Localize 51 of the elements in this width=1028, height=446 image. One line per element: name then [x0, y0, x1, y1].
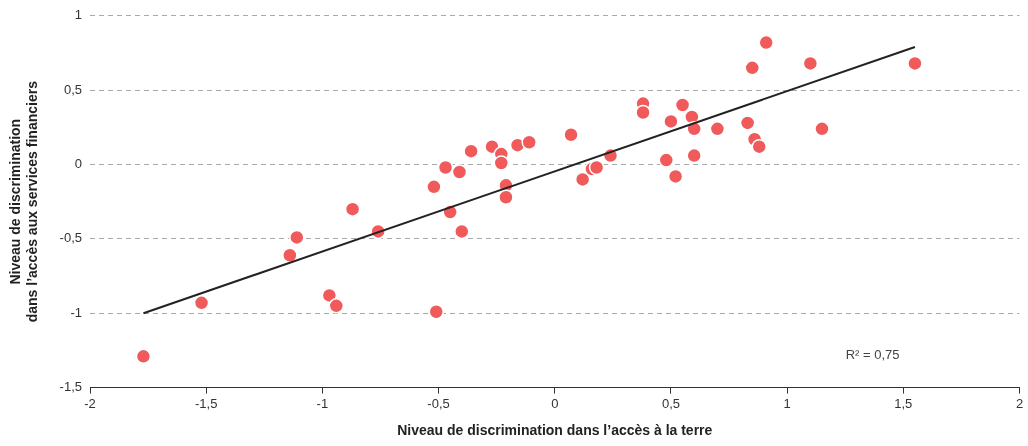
x-tick-label: 1 — [783, 395, 791, 411]
point — [758, 34, 774, 51]
y-tick-label: 0,5 — [63, 81, 82, 97]
point — [193, 295, 210, 311]
x-tick-label: 2 — [1015, 395, 1024, 411]
y-axis-title: Niveau de discrimination dans l’accès aux services financiers — [7, 80, 41, 323]
point — [814, 121, 830, 137]
point — [451, 164, 468, 180]
point — [463, 143, 479, 159]
y-tick-label: -0,5 — [59, 230, 82, 246]
x-tick-label: 1,5 — [894, 395, 913, 411]
point — [426, 179, 442, 195]
point — [686, 147, 702, 164]
annotation: R² = 0,75 — [845, 347, 900, 363]
point — [674, 97, 691, 113]
point — [709, 121, 726, 137]
point — [588, 159, 605, 176]
point — [437, 159, 454, 176]
x-axis-title: Niveau de discrimination dans l’accès à la terre — [397, 422, 713, 439]
point — [802, 55, 819, 72]
x-tick-label: 0 — [551, 395, 559, 411]
y-tick-label: -1,5 — [59, 379, 82, 395]
y-tick-label: -1 — [70, 304, 82, 320]
point — [667, 168, 684, 185]
point — [493, 155, 510, 171]
point — [428, 304, 444, 320]
point — [521, 134, 537, 150]
point — [321, 287, 338, 304]
x-tick-label: -1 — [316, 395, 329, 411]
point — [574, 171, 591, 188]
point — [344, 201, 361, 217]
x-tick-label: -1,5 — [194, 395, 218, 411]
x-tick-label: -0,5 — [427, 395, 450, 411]
y-tick-label: 1 — [74, 7, 82, 23]
point — [328, 298, 345, 314]
point — [744, 60, 761, 76]
x-tick-label: -2 — [84, 395, 96, 411]
point — [498, 189, 514, 205]
point — [635, 104, 651, 121]
y-tick-label: 0 — [74, 156, 82, 172]
point — [751, 138, 767, 155]
point — [658, 152, 675, 168]
point — [135, 348, 152, 365]
point — [739, 115, 756, 131]
point — [282, 247, 298, 263]
point — [907, 55, 923, 72]
point — [454, 223, 470, 240]
point — [563, 127, 579, 143]
point — [289, 229, 305, 246]
point — [663, 113, 679, 130]
x-tick-label: 0,5 — [661, 395, 680, 411]
